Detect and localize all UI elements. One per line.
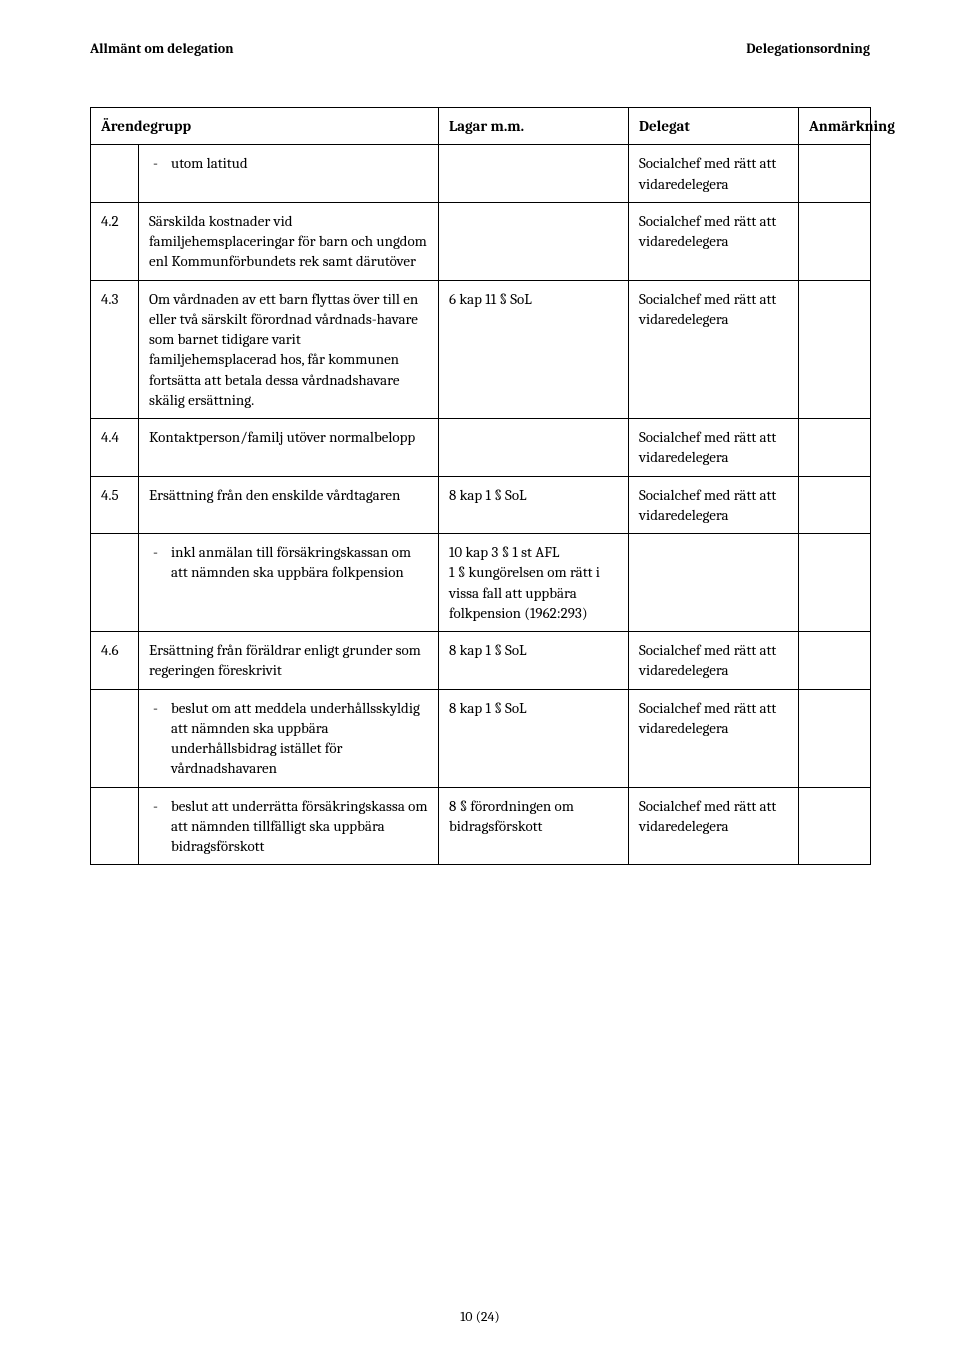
cell-delegat: Socialchef med rätt att vidaredelegera <box>629 787 799 865</box>
cell-law: 8 kap 1 § SoL <box>439 632 629 690</box>
table-row: 4.6Ersättning från föräldrar enligt grun… <box>91 632 871 690</box>
table-row: utom latitud Socialchef med rätt att vida… <box>91 145 871 203</box>
table-row: 4.2Särskilda kostnader vid familjehemspl… <box>91 202 871 280</box>
cell-law <box>439 202 629 280</box>
cell-law: 8 kap 1 § SoL <box>439 689 629 787</box>
cell-description: beslut att underrätta försäkringskassa o… <box>139 787 439 865</box>
table-row: 4.4Kontaktperson/familj utöver normalbel… <box>91 419 871 477</box>
cell-delegat: Socialchef med rätt att vidaredelegera <box>629 202 799 280</box>
cell-law: 6 kap 11 § SoL <box>439 280 629 419</box>
cell-description: Ersättning från den enskilde vårdtagaren <box>139 476 439 534</box>
cell-description: beslut om att meddela underhållsskyldig … <box>139 689 439 787</box>
cell-description: Ersättning från föräldrar enligt grunder… <box>139 632 439 690</box>
page: Allmänt om delegation Delegationsordning… <box>0 0 960 1365</box>
col-arendegrupp: Ärendegrupp <box>91 108 439 145</box>
cell-remark <box>799 632 871 690</box>
col-lagar: Lagar m.m. <box>439 108 629 145</box>
header-right: Delegationsordning <box>746 40 870 57</box>
list-item: beslut om att meddela underhållsskyldig … <box>167 698 428 779</box>
col-anmarkning: Anmärkning <box>799 108 871 145</box>
cell-number <box>91 787 139 865</box>
cell-delegat: Socialchef med rätt att vidaredelegera <box>629 689 799 787</box>
cell-delegat: Socialchef med rätt att vidaredelegera <box>629 419 799 477</box>
cell-delegat: Socialchef med rätt att vidaredelegera <box>629 280 799 419</box>
dash-list: beslut om att meddela underhållsskyldig … <box>149 698 428 779</box>
list-item: beslut att underrätta försäkringskassa o… <box>167 796 428 857</box>
cell-law <box>439 145 629 203</box>
cell-number <box>91 689 139 787</box>
cell-number: 4.4 <box>91 419 139 477</box>
cell-description: utom latitud <box>139 145 439 203</box>
cell-number <box>91 534 139 632</box>
cell-remark <box>799 145 871 203</box>
cell-remark <box>799 280 871 419</box>
cell-delegat <box>629 534 799 632</box>
list-item: utom latitud <box>167 153 428 173</box>
table-body: utom latitud Socialchef med rätt att vida… <box>91 145 871 865</box>
delegation-table: Ärendegrupp Lagar m.m. Delegat Anmärknin… <box>90 107 871 865</box>
cell-remark <box>799 787 871 865</box>
cell-delegat: Socialchef med rätt att vidaredelegera <box>629 632 799 690</box>
col-delegat: Delegat <box>629 108 799 145</box>
running-header: Allmänt om delegation Delegationsordning <box>90 40 870 57</box>
table-row: 4.3Om vårdnaden av ett barn flyttas över… <box>91 280 871 419</box>
cell-remark <box>799 476 871 534</box>
cell-remark <box>799 202 871 280</box>
cell-description: Kontaktperson/familj utöver normalbelopp <box>139 419 439 477</box>
header-left: Allmänt om delegation <box>90 40 234 57</box>
table-row: beslut om att meddela underhållsskyldig … <box>91 689 871 787</box>
cell-number: 4.5 <box>91 476 139 534</box>
page-footer: 10 (24) <box>0 1308 960 1325</box>
cell-number <box>91 145 139 203</box>
table-row: inkl anmälan till försäkringskassan om a… <box>91 534 871 632</box>
table-row: 4.5Ersättning från den enskilde vårdtaga… <box>91 476 871 534</box>
dash-list: beslut att underrätta försäkringskassa o… <box>149 796 428 857</box>
cell-delegat: Socialchef med rätt att vidaredelegera <box>629 476 799 534</box>
cell-remark <box>799 419 871 477</box>
cell-remark <box>799 534 871 632</box>
cell-law: 10 kap 3 § 1 st AFL1 § kungörelsen om rä… <box>439 534 629 632</box>
table-row: beslut att underrätta försäkringskassa o… <box>91 787 871 865</box>
cell-description: Särskilda kostnader vid familjehemsplace… <box>139 202 439 280</box>
dash-list: utom latitud <box>149 153 428 173</box>
cell-number: 4.6 <box>91 632 139 690</box>
list-item: inkl anmälan till försäkringskassan om a… <box>167 542 428 583</box>
cell-delegat: Socialchef med rätt att vidaredelegera <box>629 145 799 203</box>
cell-number: 4.3 <box>91 280 139 419</box>
dash-list: inkl anmälan till försäkringskassan om a… <box>149 542 428 583</box>
cell-description: inkl anmälan till försäkringskassan om a… <box>139 534 439 632</box>
cell-remark <box>799 689 871 787</box>
cell-law: 8 kap 1 § SoL <box>439 476 629 534</box>
cell-description: Om vårdnaden av ett barn flyttas över ti… <box>139 280 439 419</box>
table-header-row: Ärendegrupp Lagar m.m. Delegat Anmärknin… <box>91 108 871 145</box>
cell-number: 4.2 <box>91 202 139 280</box>
cell-law <box>439 419 629 477</box>
cell-law: 8 § förordningen om bidragsförskott <box>439 787 629 865</box>
